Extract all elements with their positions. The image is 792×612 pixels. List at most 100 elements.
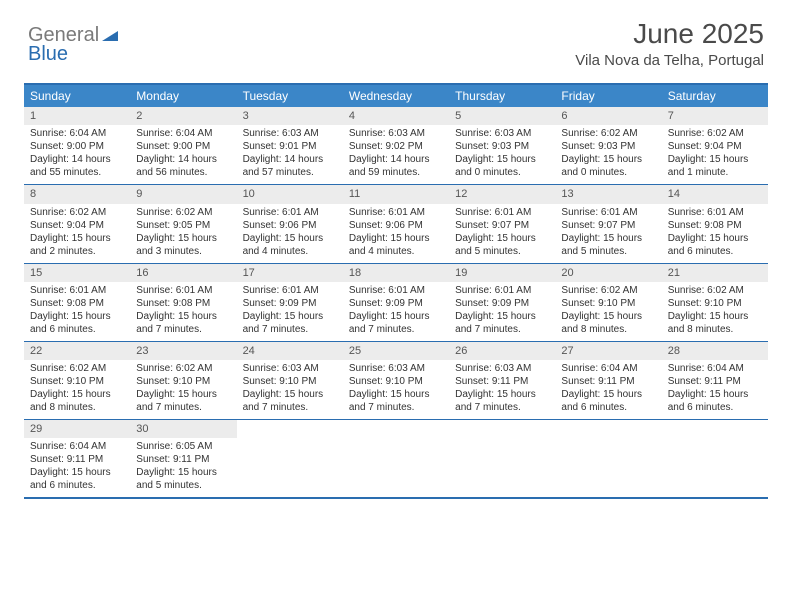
day-header-monday: Monday [130,85,236,107]
day-number: 10 [237,185,343,203]
sunset-text: Sunset: 9:05 PM [136,219,230,232]
day-details: Sunrise: 6:01 AMSunset: 9:08 PMDaylight:… [662,206,768,258]
day-details: Sunrise: 6:03 AMSunset: 9:10 PMDaylight:… [237,362,343,414]
sunrise-text: Sunrise: 6:03 AM [349,362,443,375]
sunset-text: Sunset: 9:10 PM [668,297,762,310]
day-details: Sunrise: 6:02 AMSunset: 9:10 PMDaylight:… [130,362,236,414]
day-details: Sunrise: 6:02 AMSunset: 9:10 PMDaylight:… [555,284,661,336]
daylight-text: Daylight: 15 hours and 7 minutes. [243,310,337,336]
day-number: 6 [555,107,661,125]
day-details: Sunrise: 6:01 AMSunset: 9:07 PMDaylight:… [555,206,661,258]
daylight-text: Daylight: 15 hours and 3 minutes. [136,232,230,258]
daylight-text: Daylight: 15 hours and 7 minutes. [455,388,549,414]
day-number: 9 [130,185,236,203]
sunset-text: Sunset: 9:07 PM [561,219,655,232]
day-number: 26 [449,342,555,360]
day-number: 30 [130,420,236,438]
sunset-text: Sunset: 9:11 PM [136,453,230,466]
day-cell: 29Sunrise: 6:04 AMSunset: 9:11 PMDayligh… [24,420,130,497]
day-cell: 5 Sunrise: 6:03 AMSunset: 9:03 PMDaylight… [449,107,555,184]
sunrise-text: Sunrise: 6:04 AM [136,127,230,140]
day-details: Sunrise: 6:03 AMSunset: 9:02 PMDaylight:… [343,127,449,179]
day-details: Sunrise: 6:02 AMSunset: 9:10 PMDaylight:… [24,362,130,414]
day-header-saturday: Saturday [662,85,768,107]
sunrise-text: Sunrise: 6:02 AM [561,127,655,140]
day-number: 15 [24,264,130,282]
daylight-text: Daylight: 15 hours and 7 minutes. [243,388,337,414]
daylight-text: Daylight: 15 hours and 6 minutes. [668,232,762,258]
header: GeneralBlue June 2025 Vila Nova da Telha… [0,0,792,77]
week-row: 15Sunrise: 6:01 AMSunset: 9:08 PMDayligh… [24,264,768,342]
sunrise-text: Sunrise: 6:01 AM [30,284,124,297]
daylight-text: Daylight: 15 hours and 7 minutes. [136,310,230,336]
sunset-text: Sunset: 9:09 PM [349,297,443,310]
sunrise-text: Sunrise: 6:05 AM [136,440,230,453]
sunrise-text: Sunrise: 6:01 AM [561,206,655,219]
week-row: 1Sunrise: 6:04 AMSunset: 9:00 PMDaylight… [24,107,768,185]
day-cell: 4 Sunrise: 6:03 AMSunset: 9:02 PMDaylight… [343,107,449,184]
daylight-text: Daylight: 15 hours and 0 minutes. [561,153,655,179]
day-header-sunday: Sunday [24,85,130,107]
sunset-text: Sunset: 9:00 PM [136,140,230,153]
day-number: 21 [662,264,768,282]
daylight-text: Daylight: 15 hours and 7 minutes. [349,310,443,336]
day-number: 5 [449,107,555,125]
day-cell: 26 Sunrise: 6:03 AMSunset: 9:11 PMDayligh… [449,342,555,419]
day-details: Sunrise: 6:04 AMSunset: 9:11 PMDaylight:… [555,362,661,414]
day-number: 12 [449,185,555,203]
sunrise-text: Sunrise: 6:03 AM [243,127,337,140]
daylight-text: Daylight: 15 hours and 5 minutes. [561,232,655,258]
day-header-tuesday: Tuesday [237,85,343,107]
day-number: 23 [130,342,236,360]
sunrise-text: Sunrise: 6:02 AM [668,127,762,140]
sunset-text: Sunset: 9:00 PM [30,140,124,153]
week-row: 29Sunrise: 6:04 AMSunset: 9:11 PMDayligh… [24,420,768,497]
day-number: 18 [343,264,449,282]
sunrise-text: Sunrise: 6:03 AM [455,362,549,375]
day-details: Sunrise: 6:03 AMSunset: 9:03 PMDaylight:… [449,127,555,179]
daylight-text: Daylight: 15 hours and 6 minutes. [30,310,124,336]
day-cell: 30 Sunrise: 6:05 AMSunset: 9:11 PMDayligh… [130,420,236,497]
daylight-text: Daylight: 14 hours and 56 minutes. [136,153,230,179]
daylight-text: Daylight: 15 hours and 5 minutes. [455,232,549,258]
day-number: 16 [130,264,236,282]
day-number: 28 [662,342,768,360]
day-number: 17 [237,264,343,282]
day-number: 11 [343,185,449,203]
day-details: Sunrise: 6:04 AMSunset: 9:11 PMDaylight:… [662,362,768,414]
sunset-text: Sunset: 9:04 PM [668,140,762,153]
day-number: 19 [449,264,555,282]
day-details: Sunrise: 6:01 AMSunset: 9:06 PMDaylight:… [237,206,343,258]
daylight-text: Daylight: 15 hours and 0 minutes. [455,153,549,179]
sunrise-text: Sunrise: 6:04 AM [30,127,124,140]
day-details: Sunrise: 6:01 AMSunset: 9:07 PMDaylight:… [449,206,555,258]
sunrise-text: Sunrise: 6:03 AM [243,362,337,375]
day-number: 29 [24,420,130,438]
day-number: 8 [24,185,130,203]
day-cell: 11 Sunrise: 6:01 AMSunset: 9:06 PMDayligh… [343,185,449,262]
day-number: 2 [130,107,236,125]
sunset-text: Sunset: 9:11 PM [455,375,549,388]
sunrise-text: Sunrise: 6:01 AM [455,284,549,297]
daylight-text: Daylight: 15 hours and 6 minutes. [668,388,762,414]
day-number: 4 [343,107,449,125]
sunset-text: Sunset: 9:09 PM [455,297,549,310]
daylight-text: Daylight: 14 hours and 59 minutes. [349,153,443,179]
day-header-friday: Friday [555,85,661,107]
sunset-text: Sunset: 9:10 PM [30,375,124,388]
day-cell: 27 Sunrise: 6:04 AMSunset: 9:11 PMDayligh… [555,342,661,419]
day-number: 20 [555,264,661,282]
logo-triangle-icon [102,28,118,46]
daylight-text: Daylight: 15 hours and 6 minutes. [30,466,124,492]
day-number: 1 [24,107,130,125]
day-number: 27 [555,342,661,360]
sunset-text: Sunset: 9:08 PM [668,219,762,232]
day-details: Sunrise: 6:02 AMSunset: 9:04 PMDaylight:… [24,206,130,258]
day-details: Sunrise: 6:01 AMSunset: 9:06 PMDaylight:… [343,206,449,258]
day-details: Sunrise: 6:03 AMSunset: 9:11 PMDaylight:… [449,362,555,414]
day-details: Sunrise: 6:05 AMSunset: 9:11 PMDaylight:… [130,440,236,492]
day-cell: 21Sunrise: 6:02 AMSunset: 9:10 PMDayligh… [662,264,768,341]
day-cell: 7Sunrise: 6:02 AMSunset: 9:04 PMDaylight… [662,107,768,184]
day-details: Sunrise: 6:01 AMSunset: 9:09 PMDaylight:… [343,284,449,336]
day-cell: 23 Sunrise: 6:02 AMSunset: 9:10 PMDayligh… [130,342,236,419]
